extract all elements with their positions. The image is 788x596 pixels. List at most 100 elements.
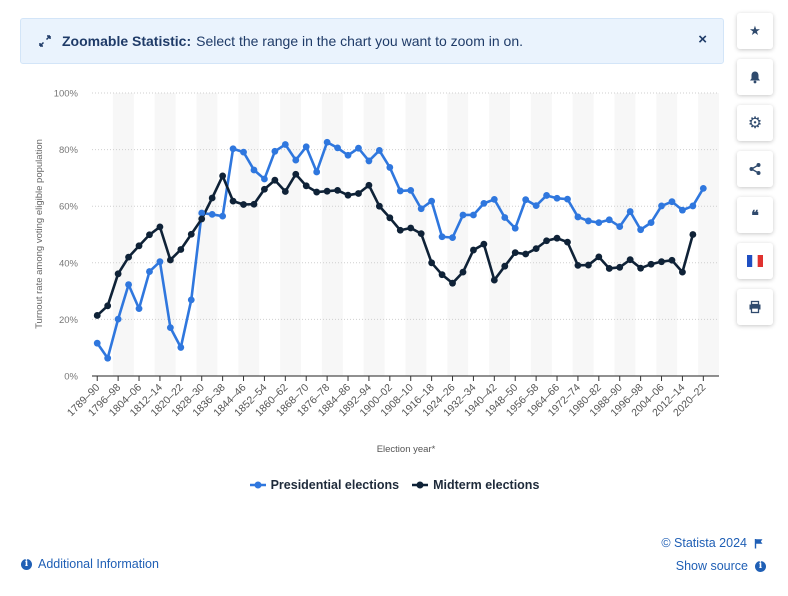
presidential-data-point[interactable] bbox=[135, 305, 143, 313]
midterm-data-point[interactable] bbox=[208, 194, 216, 202]
presidential-data-point[interactable] bbox=[229, 145, 237, 153]
presidential-data-point[interactable] bbox=[699, 184, 707, 192]
presidential-data-point[interactable] bbox=[271, 147, 279, 155]
midterm-data-point[interactable] bbox=[511, 249, 519, 257]
midterm-data-point[interactable] bbox=[668, 256, 676, 264]
show-source-link[interactable]: Show source i bbox=[676, 559, 766, 573]
presidential-data-point[interactable] bbox=[532, 202, 540, 210]
midterm-data-point[interactable] bbox=[135, 242, 143, 250]
presidential-data-point[interactable] bbox=[490, 196, 498, 203]
midterm-data-point[interactable] bbox=[637, 264, 645, 272]
presidential-data-point[interactable] bbox=[250, 166, 258, 174]
midterm-data-point[interactable] bbox=[355, 190, 362, 197]
presidential-data-point[interactable] bbox=[208, 211, 216, 218]
presidential-data-point[interactable] bbox=[564, 195, 571, 203]
print-button[interactable] bbox=[737, 289, 773, 325]
close-banner-button[interactable]: × bbox=[698, 31, 707, 48]
midterm-data-point[interactable] bbox=[522, 250, 530, 258]
presidential-data-point[interactable] bbox=[323, 138, 331, 146]
presidential-data-point[interactable] bbox=[511, 224, 519, 232]
presidential-data-point[interactable] bbox=[166, 324, 174, 332]
notification-button[interactable] bbox=[737, 59, 773, 95]
presidential-data-point[interactable] bbox=[480, 199, 488, 207]
midterm-data-point[interactable] bbox=[250, 200, 258, 208]
presidential-data-point[interactable] bbox=[240, 148, 247, 156]
presidential-data-point[interactable] bbox=[198, 209, 206, 217]
midterm-data-point[interactable] bbox=[564, 238, 571, 246]
presidential-data-point[interactable] bbox=[386, 164, 394, 171]
midterm-data-point[interactable] bbox=[679, 268, 686, 276]
legend-item-midterm[interactable]: Midterm elections bbox=[411, 478, 539, 492]
legend-item-presidential[interactable]: Presidential elections bbox=[249, 478, 399, 492]
midterm-data-point[interactable] bbox=[480, 240, 488, 248]
midterm-data-point[interactable] bbox=[302, 182, 310, 190]
midterm-data-point[interactable] bbox=[470, 246, 477, 254]
presidential-data-point[interactable] bbox=[93, 339, 101, 347]
additional-information-link[interactable]: i Additional Information bbox=[21, 557, 159, 571]
midterm-data-point[interactable] bbox=[125, 253, 132, 261]
midterm-data-point[interactable] bbox=[428, 259, 436, 267]
presidential-data-point[interactable] bbox=[334, 144, 341, 152]
presidential-data-point[interactable] bbox=[438, 233, 446, 241]
midterm-data-point[interactable] bbox=[543, 237, 550, 245]
presidential-data-point[interactable] bbox=[156, 258, 164, 266]
presidential-data-point[interactable] bbox=[292, 156, 300, 164]
midterm-data-point[interactable] bbox=[417, 230, 425, 238]
midterm-data-point[interactable] bbox=[407, 224, 415, 232]
midterm-data-point[interactable] bbox=[584, 261, 592, 269]
midterm-data-point[interactable] bbox=[490, 276, 498, 284]
presidential-data-point[interactable] bbox=[104, 354, 112, 362]
midterm-data-point[interactable] bbox=[240, 201, 247, 208]
midterm-data-point[interactable] bbox=[198, 215, 206, 223]
presidential-data-point[interactable] bbox=[595, 219, 603, 227]
presidential-data-point[interactable] bbox=[647, 219, 655, 227]
midterm-data-point[interactable] bbox=[177, 246, 185, 253]
presidential-data-point[interactable] bbox=[522, 196, 530, 204]
presidential-data-point[interactable] bbox=[605, 216, 613, 224]
presidential-data-point[interactable] bbox=[125, 281, 132, 288]
presidential-data-point[interactable] bbox=[626, 208, 634, 215]
presidential-data-point[interactable] bbox=[428, 197, 436, 205]
midterm-data-point[interactable] bbox=[501, 262, 509, 270]
midterm-data-point[interactable] bbox=[104, 302, 112, 310]
midterm-data-point[interactable] bbox=[334, 186, 341, 194]
midterm-data-point[interactable] bbox=[574, 261, 582, 269]
midterm-data-point[interactable] bbox=[658, 258, 665, 266]
share-button[interactable] bbox=[737, 151, 773, 187]
midterm-data-point[interactable] bbox=[281, 188, 289, 195]
midterm-data-point[interactable] bbox=[616, 263, 624, 271]
presidential-data-point[interactable] bbox=[470, 211, 477, 219]
presidential-data-point[interactable] bbox=[114, 315, 122, 323]
midterm-data-point[interactable] bbox=[553, 234, 561, 242]
midterm-data-point[interactable] bbox=[156, 223, 164, 231]
presidential-data-point[interactable] bbox=[689, 202, 697, 210]
presidential-data-point[interactable] bbox=[302, 143, 310, 151]
turnout-line-chart[interactable]: 0% 20% 40% 60% 80% 100% 1789–901796–981804–06… bbox=[0, 0, 788, 470]
presidential-data-point[interactable] bbox=[187, 296, 195, 304]
midterm-data-point[interactable] bbox=[323, 187, 331, 195]
presidential-data-point[interactable] bbox=[584, 217, 592, 225]
midterm-data-point[interactable] bbox=[689, 231, 697, 238]
presidential-data-point[interactable] bbox=[344, 151, 352, 159]
midterm-data-point[interactable] bbox=[647, 260, 655, 268]
presidential-data-point[interactable] bbox=[281, 141, 289, 148]
midterm-data-point[interactable] bbox=[166, 256, 174, 264]
cite-button[interactable]: ❝ bbox=[737, 197, 773, 233]
midterm-data-point[interactable] bbox=[605, 265, 613, 272]
presidential-data-point[interactable] bbox=[501, 214, 509, 221]
presidential-data-point[interactable] bbox=[261, 175, 268, 183]
midterm-data-point[interactable] bbox=[449, 279, 456, 287]
presidential-data-point[interactable] bbox=[177, 344, 185, 351]
presidential-data-point[interactable] bbox=[668, 198, 676, 206]
presidential-data-point[interactable] bbox=[313, 168, 321, 176]
midterm-data-point[interactable] bbox=[365, 181, 373, 189]
midterm-data-point[interactable] bbox=[229, 197, 237, 205]
midterm-data-point[interactable] bbox=[386, 214, 394, 222]
settings-button[interactable]: ⚙ bbox=[737, 105, 773, 141]
midterm-data-point[interactable] bbox=[313, 188, 321, 196]
presidential-data-point[interactable] bbox=[658, 202, 665, 210]
presidential-data-point[interactable] bbox=[396, 187, 404, 195]
presidential-data-point[interactable] bbox=[449, 234, 456, 242]
midterm-data-point[interactable] bbox=[459, 268, 467, 276]
presidential-data-point[interactable] bbox=[553, 194, 561, 202]
